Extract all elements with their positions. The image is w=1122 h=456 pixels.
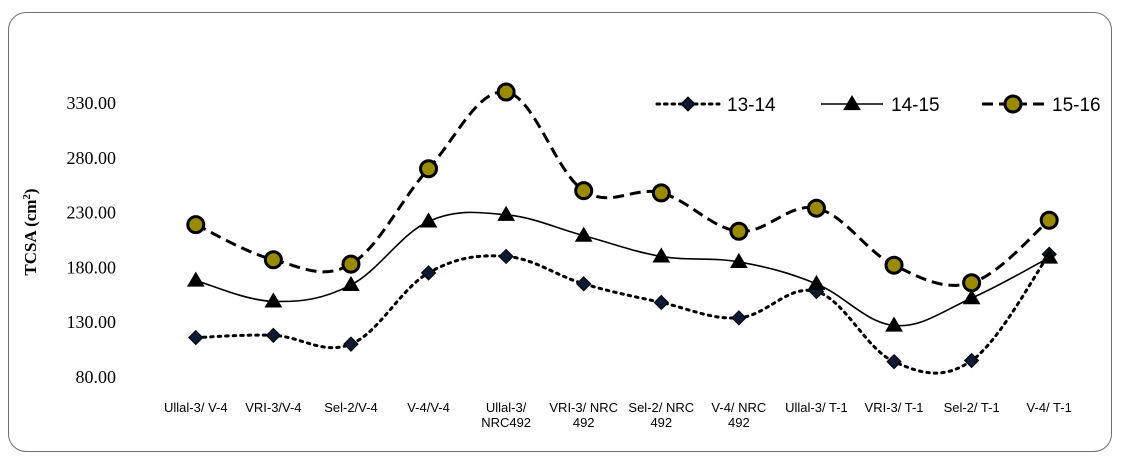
x-tick-label: VRI-3/V-4	[245, 400, 301, 415]
legend-label-15-16: 15-16	[1052, 95, 1101, 116]
data-point-15-16	[1039, 210, 1059, 230]
data-point-15-16	[884, 255, 904, 275]
data-point-15-16	[651, 183, 671, 203]
series-15-16	[186, 82, 1059, 293]
data-point-13-14	[265, 327, 282, 344]
x-tick-label: Sel-2/V-4	[324, 400, 377, 415]
x-tick-label: Sel-2/ NRC 492	[628, 400, 694, 430]
y-tick-label: 230.00	[67, 203, 117, 223]
data-point-14-15	[962, 289, 981, 305]
legend-marker-15-16	[1003, 94, 1023, 114]
data-point-13-14	[188, 329, 204, 346]
y-tick-label: 130.00	[67, 312, 117, 332]
data-point-15-16	[806, 198, 826, 218]
data-point-13-14	[343, 336, 359, 352]
x-tick-label: Ullal-3/ T-1	[785, 400, 848, 415]
y-axis: 80.00 130.00 180.00 230.00 280.00 330.00	[67, 93, 117, 387]
data-point-15-16	[729, 221, 749, 241]
data-point-14-15	[186, 271, 205, 287]
data-point-15-16	[341, 254, 361, 274]
data-point-15-16	[574, 181, 594, 201]
data-point-13-14	[963, 352, 980, 369]
data-point-14-15	[730, 252, 748, 269]
x-tick-label: Ullal-3/ V-4	[164, 400, 228, 415]
data-point-13-14	[576, 276, 592, 292]
legend-label-13-14: 13-14	[727, 95, 776, 116]
y-tick-label: 180.00	[67, 257, 117, 277]
data-point-15-16	[962, 273, 982, 293]
x-tick-label: V-4/ T-1	[1027, 400, 1072, 415]
data-point-14-15	[264, 292, 283, 308]
series-line-15-16	[195, 90, 1051, 287]
data-point-14-15	[885, 316, 903, 332]
data-point-15-16	[186, 215, 206, 235]
x-tick-label: Sel-2/ T-1	[944, 400, 1000, 415]
data-point-15-16	[263, 250, 283, 270]
legend-marker-14-15	[843, 95, 861, 111]
y-axis-label: TCSA (cm2)	[21, 188, 40, 275]
data-point-13-14	[498, 248, 514, 265]
x-tick-label: V-4/ NRC 492	[711, 400, 766, 430]
data-point-13-14	[420, 265, 437, 281]
data-point-15-16	[419, 159, 439, 179]
data-point-13-14	[731, 310, 747, 326]
data-point-14-15	[419, 212, 438, 228]
x-axis: Ullal-3/ V-4 VRI-3/V-4 Sel-2/V-4 V-4/V-4 Ull…	[164, 400, 1072, 430]
y-tick-label: 80.00	[76, 367, 117, 387]
legend-item-15-16: 15-16	[982, 94, 1101, 116]
legend-item-14-15: 14-15	[821, 95, 940, 116]
legend-item-13-14: 13-14	[655, 95, 776, 116]
data-point-14-15	[1040, 248, 1059, 264]
series-line-14-15	[195, 211, 1050, 327]
x-tick-label: V-4/V-4	[407, 400, 450, 415]
data-point-14-15	[342, 275, 360, 292]
x-tick-label: Ullal-3/NRC492	[481, 400, 531, 430]
data-point-14-15	[652, 247, 671, 263]
series-13-14	[188, 246, 1057, 375]
legend-label-14-15: 14-15	[891, 95, 940, 116]
series-layer	[186, 82, 1059, 375]
x-tick-label: VRI-3/ NRC 492	[549, 400, 618, 430]
data-point-15-16	[496, 82, 516, 102]
data-point-14-15	[807, 274, 826, 290]
data-point-14-15	[497, 205, 515, 221]
legend-marker-13-14	[680, 96, 696, 112]
y-tick-label: 280.00	[67, 148, 117, 168]
series-14-15	[186, 205, 1059, 332]
data-point-13-14	[653, 294, 669, 311]
data-point-14-15	[574, 226, 593, 242]
data-point-13-14	[886, 353, 902, 370]
legend: 13-14 14-15 15-16	[655, 94, 1101, 116]
x-tick-label: VRI-3/ T-1	[865, 400, 924, 415]
y-tick-label: 330.00	[67, 93, 117, 113]
